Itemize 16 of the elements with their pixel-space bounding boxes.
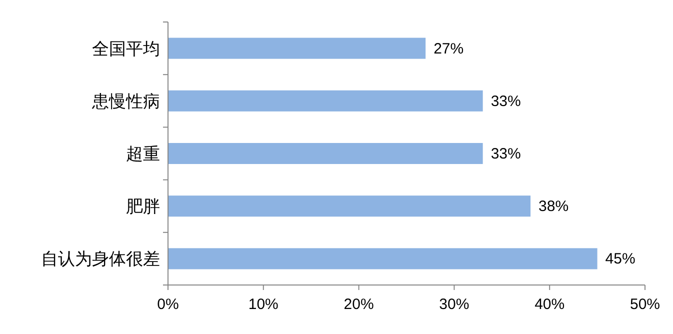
x-tick-label: 10%: [248, 296, 278, 313]
x-tick-label: 30%: [439, 296, 470, 313]
data-label: 33%: [490, 146, 521, 162]
x-tick-label: 20%: [344, 296, 374, 313]
y-tick-label: 超重: [126, 144, 160, 164]
x-tick-label: 0%: [157, 296, 179, 313]
y-tick-label: 全国平均: [92, 39, 160, 58]
x-tick-label: 50%: [630, 296, 660, 313]
y-tick-label: 患慢性病: [91, 92, 160, 111]
y-tick-label: 自认为身体很差: [41, 250, 160, 269]
data-label: 45%: [605, 250, 636, 268]
y-tick-label: 肥胖: [126, 197, 160, 216]
data-label: 27%: [434, 40, 464, 58]
data-label: 33%: [490, 92, 521, 110]
x-tick-label: 40%: [534, 296, 565, 313]
data-label: 38%: [538, 198, 569, 216]
